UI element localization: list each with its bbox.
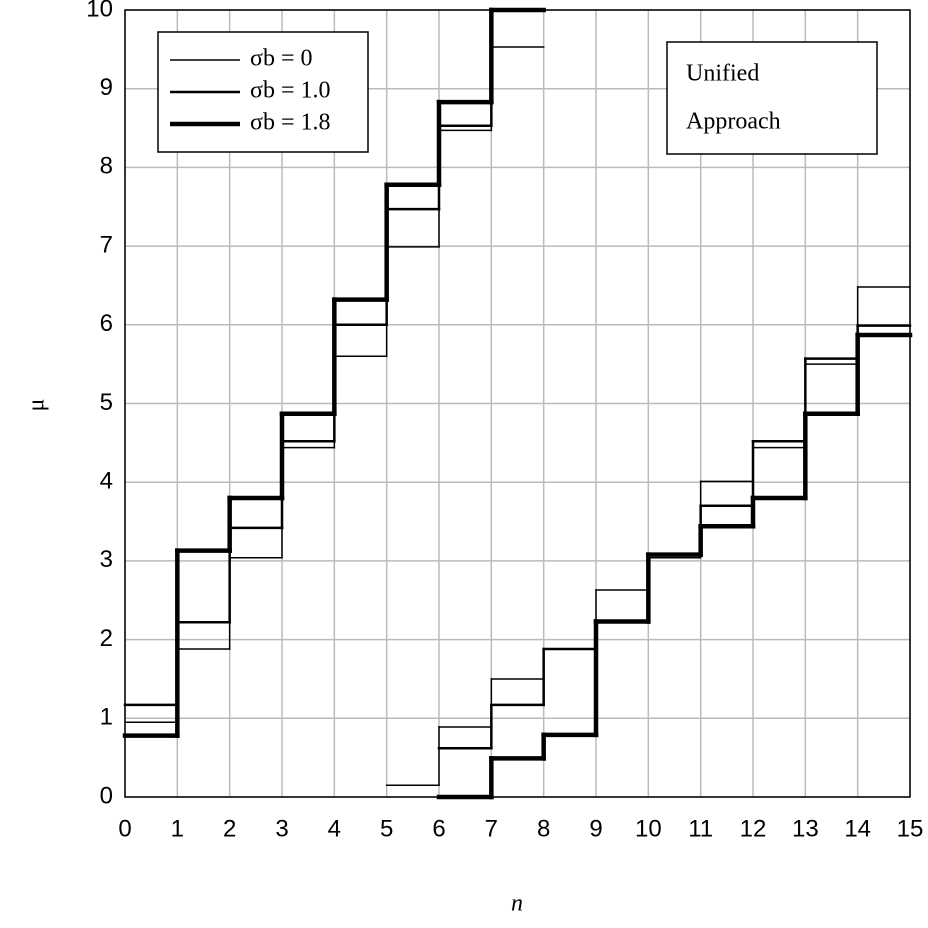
y-tick-label: 2 [100,625,113,652]
y-axis-label: μ [24,399,50,412]
y-tick-label: 8 [100,153,113,180]
annotation-box [666,41,878,155]
y-tick-label: 5 [100,389,113,416]
x-tick-label: 13 [792,815,819,842]
x-tick-label: 1 [171,815,184,842]
legend-label: σb = 1.0 [250,78,330,104]
x-axis-label: n [511,891,523,917]
x-tick-label: 5 [380,815,393,842]
y-tick-label: 4 [100,468,113,495]
x-tick-label: 8 [537,815,550,842]
annotation-text: Approach [686,109,781,135]
y-tick-label: 10 [86,0,113,22]
annotation-text: Unified [686,61,759,87]
x-tick-label: 0 [118,815,131,842]
x-tick-label: 11 [688,815,713,842]
x-tick-label: 3 [275,815,288,842]
x-tick-label: 12 [740,815,767,842]
y-tick-label: 3 [100,546,113,573]
x-tick-label: 10 [635,815,662,842]
y-tick-label: 1 [100,704,113,731]
y-tick-label: 0 [100,782,113,809]
y-tick-label: 7 [100,231,113,258]
x-tick-label: 2 [223,815,236,842]
x-tick-label: 9 [589,815,602,842]
y-tick-label: 9 [100,74,113,101]
x-tick-label: 14 [844,815,871,842]
x-tick-label: 7 [485,815,498,842]
x-tick-label: 15 [897,815,924,842]
y-tick-label: 6 [100,310,113,337]
x-tick-label: 6 [432,815,445,842]
x-tick-label: 4 [328,815,341,842]
legend-label: σb = 1.8 [250,110,330,136]
legend-label: σb = 0 [250,46,312,72]
